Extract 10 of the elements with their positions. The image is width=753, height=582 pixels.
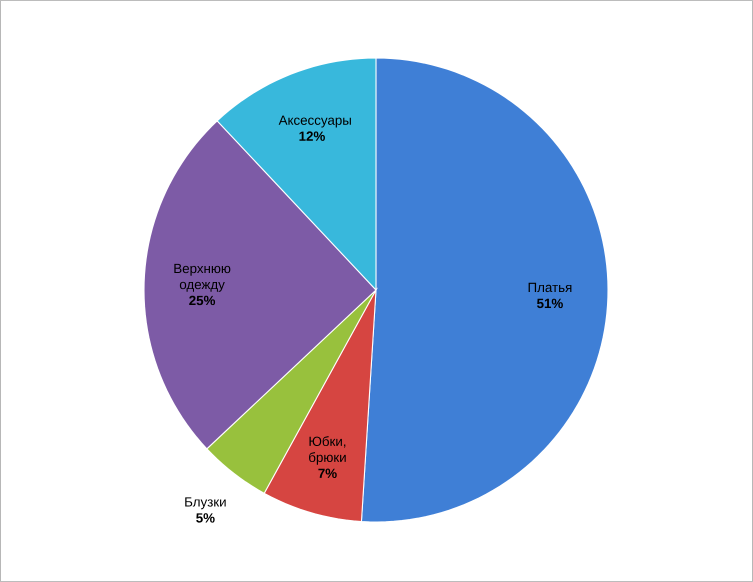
data-label: 51% — [537, 298, 563, 308]
slice-label: Юбки, брюки — [309, 436, 346, 465]
slice-label: Аксессуары — [278, 116, 351, 128]
data-label: 12% — [299, 131, 325, 141]
data-label: 5% — [196, 513, 215, 523]
slice-label: Платья — [528, 282, 572, 292]
slice-label: Блузки — [185, 497, 226, 510]
data-label: 7% — [318, 468, 337, 478]
data-label: 25% — [189, 296, 216, 306]
slice-label: Верхнюю одежду — [174, 264, 230, 292]
